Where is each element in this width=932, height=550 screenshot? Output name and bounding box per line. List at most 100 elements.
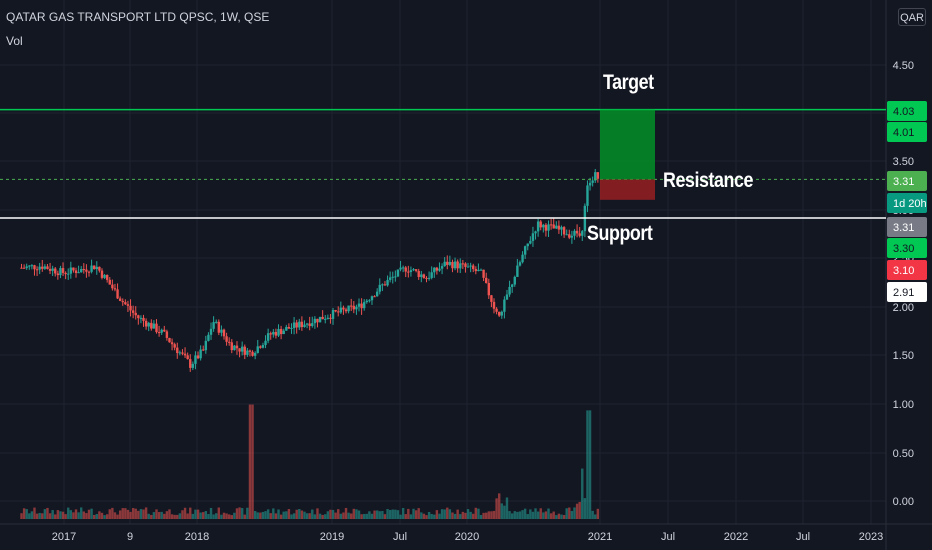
indicator-label[interactable]: Vol	[6, 34, 23, 48]
volume-bar	[64, 514, 67, 519]
volume-bar	[126, 509, 130, 519]
volume-bar	[412, 508, 415, 519]
candle-body	[251, 351, 254, 356]
volume-bar	[137, 510, 140, 519]
candle-body	[212, 322, 215, 329]
candle-body	[274, 332, 278, 336]
candle-body	[103, 274, 106, 278]
candle-body	[495, 308, 498, 312]
candle-body	[33, 265, 36, 270]
volume-bar	[61, 511, 65, 519]
price-label: 4.03	[893, 106, 914, 118]
volume-bar	[485, 512, 488, 519]
candle-body	[194, 355, 197, 364]
candle-body	[69, 267, 73, 274]
volume-bar	[487, 511, 491, 519]
candle-body	[531, 233, 535, 241]
volume-bar	[414, 510, 418, 519]
volume-bar	[448, 509, 452, 519]
volume-bar	[269, 513, 272, 519]
volume-bar	[352, 508, 356, 519]
volume-bar	[396, 510, 400, 519]
volume-bar	[41, 513, 44, 519]
loss-zone	[600, 179, 655, 200]
currency-button[interactable]: QAR	[898, 8, 926, 26]
candle-body	[518, 262, 522, 266]
volume-bar	[321, 514, 324, 519]
y-tick-label: 1.50	[893, 350, 914, 362]
volume-bar	[305, 513, 309, 519]
price-label-bg	[887, 101, 927, 121]
price-label: 1d 20h	[893, 198, 927, 210]
resistance-annotation: Resistance	[663, 169, 754, 192]
candle-body	[526, 243, 529, 247]
candle-body	[316, 318, 319, 323]
candle-body	[378, 284, 381, 292]
y-tick-label: 0.50	[893, 448, 914, 460]
candle-body	[287, 327, 291, 329]
candle-body	[59, 268, 62, 276]
volume-bar	[316, 508, 319, 519]
candle-body	[54, 268, 57, 274]
candle-body	[318, 316, 322, 323]
volume-bar	[235, 508, 239, 519]
volume-bar	[360, 514, 363, 519]
candle-body	[510, 284, 514, 287]
candle-body	[477, 269, 480, 272]
volume-bar	[427, 511, 431, 519]
volume-bar	[583, 498, 587, 519]
volume-bar	[282, 511, 285, 519]
candle-body	[105, 274, 109, 280]
candle-body	[131, 310, 135, 313]
candle-body	[183, 353, 187, 356]
candle-body	[500, 311, 503, 316]
candle-body	[542, 224, 545, 228]
candle-body	[505, 294, 509, 300]
volume-bar	[116, 514, 119, 519]
volume-bar	[381, 510, 384, 519]
candle-body	[173, 344, 176, 348]
volume-bar	[90, 508, 93, 519]
candle-body	[591, 180, 594, 183]
volume-bar	[497, 493, 501, 519]
candle-body	[581, 231, 584, 236]
volume-bar	[370, 513, 374, 519]
volume-bar	[368, 511, 371, 519]
candle-body	[381, 284, 384, 286]
volume-bar	[562, 515, 566, 519]
volume-bar	[240, 508, 244, 519]
candle-body	[61, 268, 65, 273]
candle-body	[557, 225, 561, 230]
volume-bar	[92, 514, 96, 519]
price-label-bg	[887, 217, 927, 237]
volume-bar	[308, 513, 311, 519]
candle-body	[80, 269, 83, 273]
volume-bar	[69, 510, 73, 519]
volume-bar	[28, 513, 31, 519]
candle-body	[51, 268, 54, 271]
volume-bar	[238, 507, 241, 519]
volume-bar	[51, 510, 54, 519]
candle-body	[56, 273, 60, 276]
candle-body	[202, 349, 205, 351]
volume-bar	[510, 513, 514, 519]
volume-bar	[59, 511, 62, 519]
volume-bar	[290, 514, 293, 519]
candle-body	[513, 276, 516, 285]
volume-bar	[303, 511, 306, 519]
volume-bar	[209, 507, 213, 519]
candle-body	[461, 263, 465, 265]
volume-bar	[568, 507, 571, 519]
candle-body	[264, 340, 267, 346]
volume-bar	[121, 508, 124, 519]
volume-bar	[131, 508, 135, 519]
price-label-bg	[887, 260, 927, 280]
volume-bar	[215, 513, 218, 519]
volume-bar	[375, 510, 379, 519]
candle-body	[350, 305, 353, 307]
volume-bar	[168, 509, 171, 519]
candle-body	[383, 284, 387, 286]
candle-body	[568, 234, 571, 238]
candle-body	[401, 267, 405, 269]
